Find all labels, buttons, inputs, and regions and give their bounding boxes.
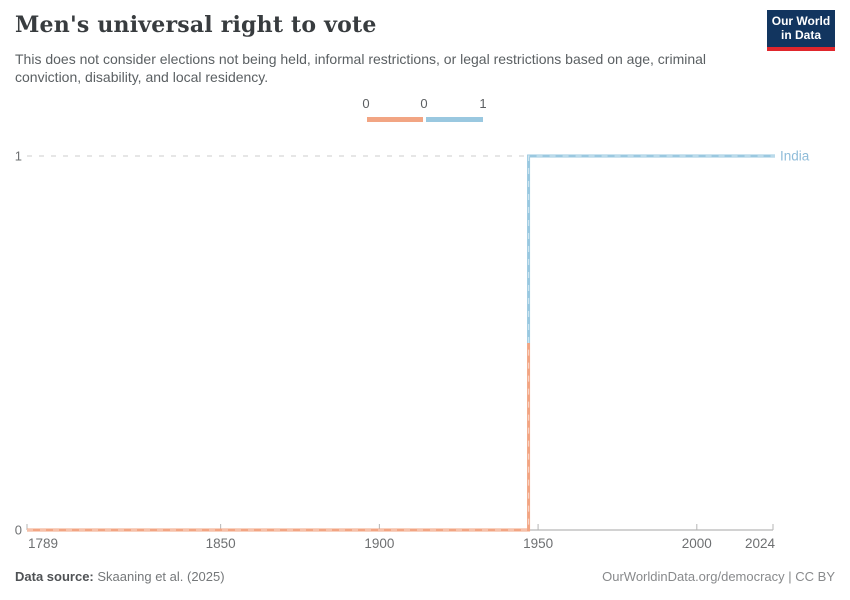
legend-label-mid: 0	[420, 96, 428, 111]
x-tick-label-1900: 1900	[364, 536, 394, 551]
x-tick-label-1950: 1950	[523, 536, 553, 551]
x-tick-label-2024: 2024	[745, 536, 776, 551]
series-line-value-0[interactable]	[27, 343, 531, 532]
legend-swatch-value-0[interactable]	[367, 117, 423, 122]
series-line-dash-overlay-1	[527, 155, 775, 343]
owid-logo[interactable]: Our World in Data	[767, 10, 835, 51]
chart-footer: Data source: Skaaning et al. (2025) OurW…	[15, 569, 835, 584]
x-tick-label-2000: 2000	[682, 536, 712, 551]
page-title: Men's universal right to vote	[15, 12, 377, 38]
color-legend: 0 0 1	[362, 96, 487, 124]
data-source-value: Skaaning et al. (2025)	[97, 569, 225, 584]
entity-label-india[interactable]: India	[780, 149, 810, 164]
legend-label-min: 0	[362, 96, 370, 111]
series-line-value-1[interactable]	[527, 154, 775, 343]
owid-logo-line1: Our World	[771, 14, 831, 28]
chart-subtitle: This does not consider elections not bei…	[15, 51, 707, 86]
x-tick-label-1789: 1789	[28, 536, 58, 551]
legend-swatch-value-1[interactable]	[426, 117, 483, 122]
data-source-label: Data source:	[15, 569, 94, 584]
series-line-dash-overlay-0	[27, 343, 530, 531]
y-tick-label-1: 1	[15, 149, 22, 164]
data-source: Data source: Skaaning et al. (2025)	[15, 569, 225, 584]
owid-logo-line2: in Data	[780, 28, 821, 43]
y-tick-label-0: 0	[15, 523, 22, 538]
x-tick-label-1850: 1850	[206, 536, 236, 551]
license-credit[interactable]: OurWorldinData.org/democracy | CC BY	[602, 569, 835, 584]
legend-label-max: 1	[479, 96, 487, 111]
